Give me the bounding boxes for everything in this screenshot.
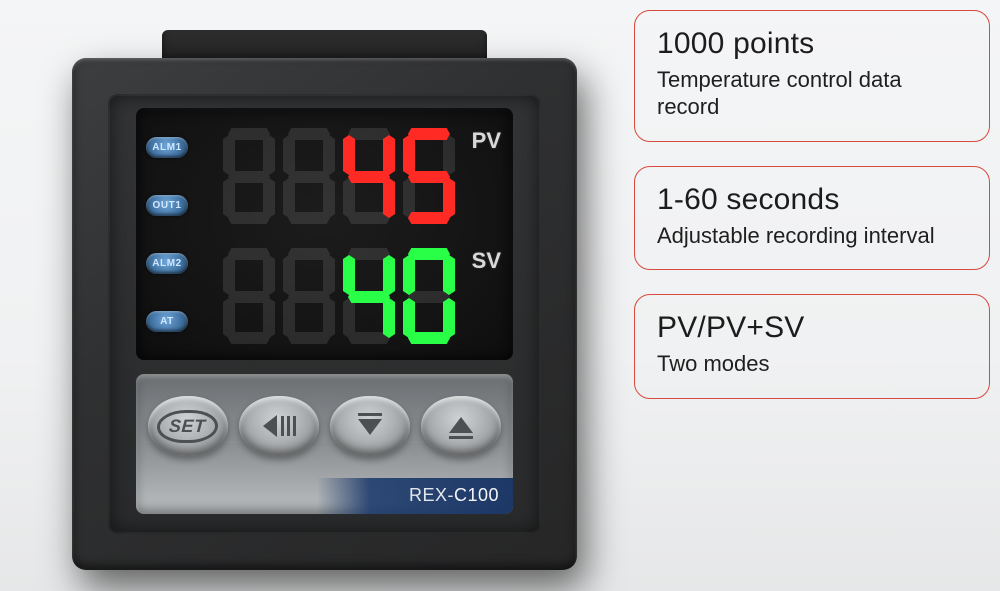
down-icon: [348, 409, 392, 443]
button-row: SET: [136, 374, 513, 478]
model-prefix: REX-: [409, 485, 454, 505]
lcd-display: ALM1 OUT1 ALM2 AT PV SV: [136, 108, 513, 360]
indicator-alm1: ALM1: [146, 137, 188, 158]
info-desc: Two modes: [657, 351, 967, 378]
set-button[interactable]: SET: [148, 396, 228, 456]
set-button-label: SET: [156, 410, 219, 443]
device: ALM1 OUT1 ALM2 AT PV SV: [72, 30, 577, 570]
model-number: C100: [454, 485, 499, 505]
info-box-seconds: 1-60 seconds Adjustable recording interv…: [634, 166, 990, 271]
info-title: PV/PV+SV: [657, 311, 967, 345]
indicator-alm2: ALM2: [146, 253, 188, 274]
device-face: ALM1 OUT1 ALM2 AT PV SV: [108, 94, 541, 534]
info-box-points: 1000 points Temperature control data rec…: [634, 10, 990, 142]
info-column: 1000 points Temperature control data rec…: [634, 10, 990, 399]
down-button[interactable]: [330, 396, 410, 456]
sv-readout: [208, 240, 459, 352]
sv-digits: [208, 240, 459, 352]
info-desc: Temperature control data record: [657, 67, 967, 121]
info-title: 1000 points: [657, 27, 967, 61]
pv-label: PV: [472, 128, 501, 154]
info-title: 1-60 seconds: [657, 183, 967, 217]
info-desc: Adjustable recording interval: [657, 223, 967, 250]
pv-digits: [208, 120, 459, 232]
indicator-out1: OUT1: [146, 195, 188, 216]
device-bezel: ALM1 OUT1 ALM2 AT PV SV: [72, 58, 577, 570]
pv-readout: [208, 120, 459, 232]
info-box-modes: PV/PV+SV Two modes: [634, 294, 990, 399]
up-button[interactable]: [421, 396, 501, 456]
model-strip: REX-C100: [136, 478, 513, 514]
left-icon: [257, 409, 301, 443]
sv-label: SV: [472, 248, 501, 274]
up-icon: [439, 409, 483, 443]
indicator-column: ALM1 OUT1 ALM2 AT: [146, 112, 198, 356]
indicator-at: AT: [146, 311, 188, 332]
left-button[interactable]: [239, 396, 319, 456]
button-panel: SET: [136, 374, 513, 514]
model-label: REX-C100: [409, 485, 499, 506]
